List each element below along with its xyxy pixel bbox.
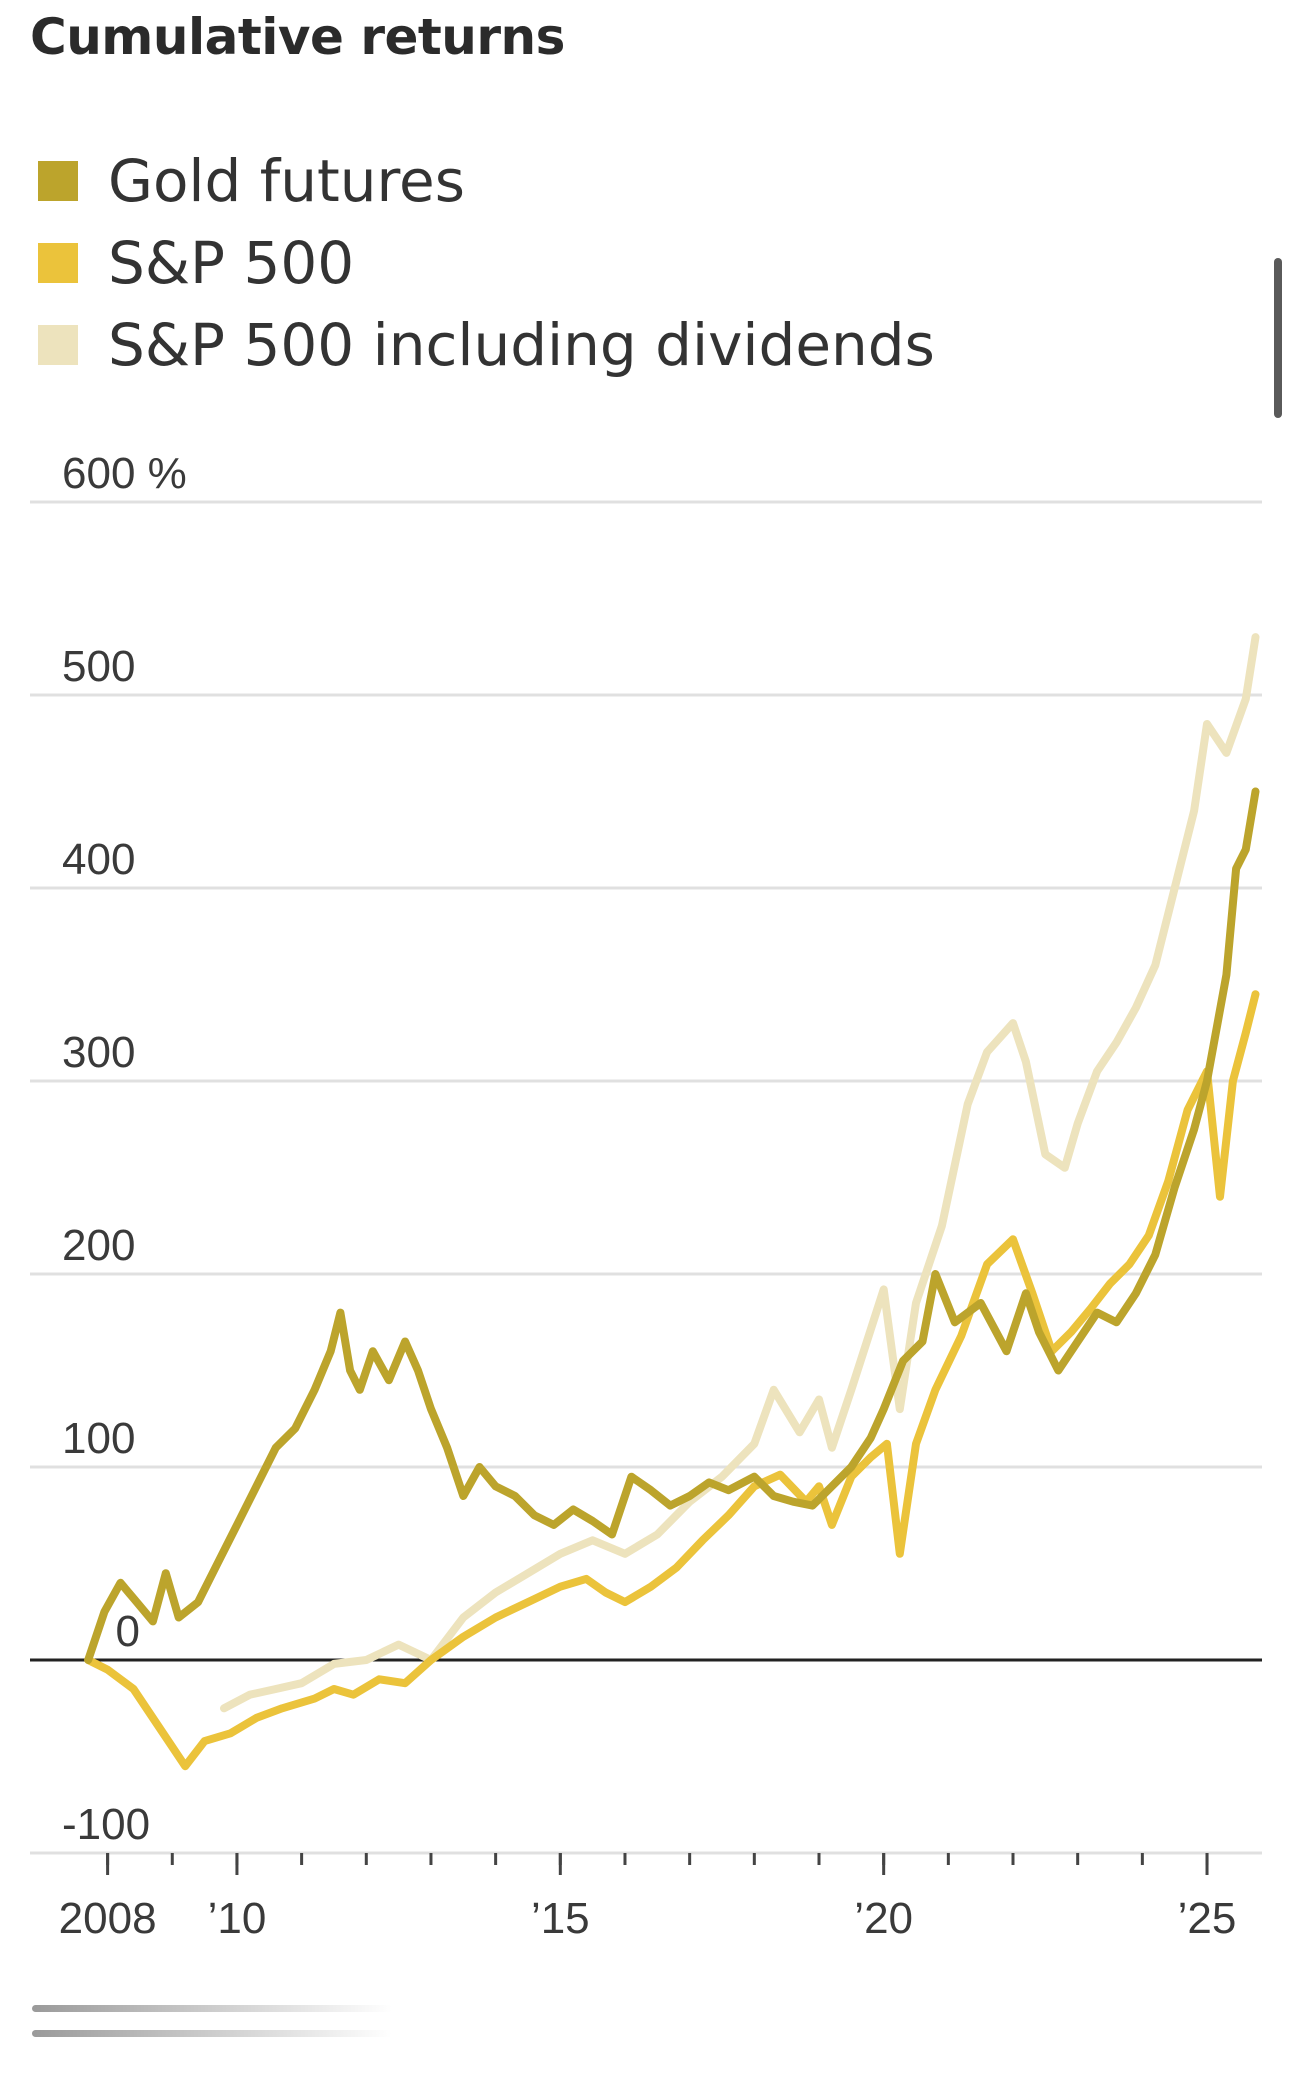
x-tick-label: ’15 [531, 1894, 590, 1943]
y-tick-label: 600 % [62, 449, 187, 498]
legend-swatch-sp500 [38, 243, 78, 283]
footer-line-1 [32, 2005, 392, 2012]
legend-item-sp500: S&P 500 [38, 222, 935, 304]
line-sp500-dividends [220, 633, 1260, 1713]
chart-legend: Gold futures S&P 500 S&P 500 including d… [38, 140, 935, 386]
y-tick-label: 400 [62, 835, 135, 884]
x-tick-label: 2008 [59, 1894, 157, 1943]
vertical-scrollbar[interactable] [1274, 258, 1282, 418]
footer-line-2 [32, 2030, 392, 2037]
y-tick-label: 0 [116, 1607, 140, 1656]
x-tick-label: ’25 [1178, 1894, 1237, 1943]
legend-item-sp500-dividends: S&P 500 including dividends [38, 304, 935, 386]
line-gold-futures [84, 787, 1260, 1664]
legend-label-sp500-dividends: S&P 500 including dividends [108, 311, 935, 379]
legend-swatch-gold [38, 161, 78, 201]
y-tick-label: 100 [62, 1414, 135, 1463]
y-tick-label: 300 [62, 1028, 135, 1077]
legend-label-sp500: S&P 500 [108, 229, 355, 297]
x-tick-label: ’20 [854, 1894, 913, 1943]
legend-label-gold: Gold futures [108, 147, 465, 215]
line-sp500 [84, 990, 1260, 1771]
legend-swatch-sp500-dividends [38, 325, 78, 365]
y-tick-label: 200 [62, 1221, 135, 1270]
y-tick-label: 500 [62, 642, 135, 691]
y-tick-label: -100 [62, 1800, 150, 1849]
x-tick-label: ’10 [208, 1894, 267, 1943]
legend-item-gold: Gold futures [38, 140, 935, 222]
chart-title: Cumulative returns [30, 8, 565, 66]
